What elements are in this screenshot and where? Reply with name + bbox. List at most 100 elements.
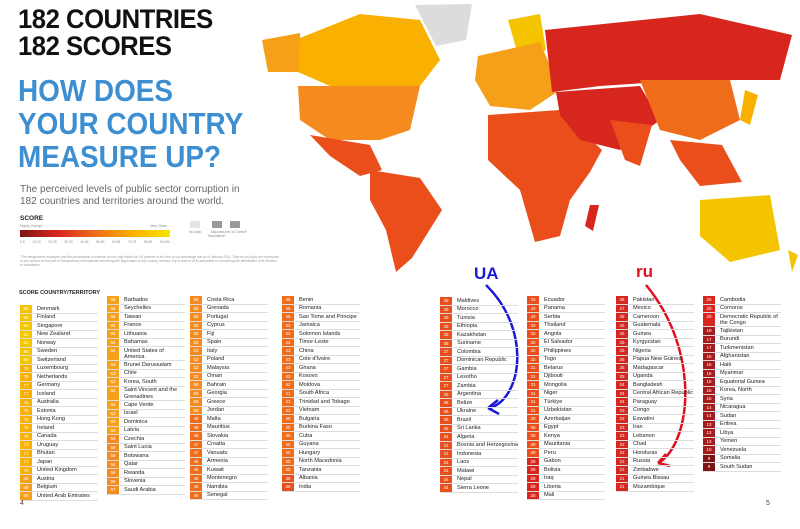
table-row: 76 Ireland — [20, 424, 98, 433]
table-row: 71 Bhutan — [20, 449, 98, 458]
country-name: Kyrgyzstan — [633, 339, 661, 346]
country-name: Ukraine — [457, 408, 477, 415]
score-badge: 57 — [107, 486, 119, 494]
table-row: 40 Burkina Faso — [282, 423, 360, 432]
table-row: 30 Peru — [527, 449, 605, 458]
score-badge: 70 — [20, 466, 32, 474]
country-name: Argentina — [457, 391, 481, 398]
score-badge: 13 — [703, 437, 715, 446]
score-badge: 37 — [440, 356, 452, 364]
table-row: 46 Kuwait — [190, 466, 268, 475]
country-name: Maldives — [457, 297, 480, 304]
score-badge: 28 — [527, 474, 539, 482]
score-badge: 49 — [190, 415, 202, 423]
country-name: Haiti — [720, 361, 732, 368]
table-row: 15 Equatorial Guinea — [703, 378, 781, 387]
country-name: Indonesia — [457, 450, 482, 457]
table-row: 13 Eritrea — [703, 420, 781, 430]
country-name: Trinidad and Tobago — [299, 398, 350, 405]
score-badge: 76 — [20, 424, 32, 432]
table-row: 58 Slovenia — [107, 477, 185, 487]
country-name: Uruguay — [37, 441, 59, 448]
table-row: 35 Brazil — [440, 416, 518, 425]
score-badge: 34 — [440, 458, 452, 466]
country-name: Japan — [37, 458, 53, 465]
country-name: Cape Verde — [124, 401, 154, 408]
ru-text: ru — [636, 262, 653, 281]
table-row: 40 Tanzania — [282, 466, 360, 475]
country-name: Malaysia — [207, 364, 230, 371]
score-badge: 26 — [616, 347, 628, 355]
country-name: Taiwan — [124, 313, 142, 320]
disputed-label: Disputed Boundaries* — [208, 230, 226, 238]
table-row: 22 Russia — [616, 457, 694, 466]
table-row: 34 Malawi — [440, 467, 518, 476]
score-badge: 30 — [527, 423, 539, 431]
country-name: Portugal — [207, 313, 228, 320]
table-row: 57 Saudi Arabia — [107, 486, 185, 495]
score-badge: 26 — [616, 355, 628, 363]
score-badge: 28 — [616, 296, 628, 304]
country-name: Azerbaijan — [544, 415, 571, 422]
score-badge: 62 — [107, 401, 119, 409]
table-row: 80 Switzerland — [20, 356, 98, 365]
score-badge: 25 — [616, 364, 628, 372]
country-name: Singapore — [37, 322, 63, 329]
table-row: 16 Afghanistan — [703, 352, 781, 362]
table-row: 69 United Arab Emirates — [20, 492, 98, 501]
country-name: China — [299, 347, 314, 354]
legend-tick: 50-59 — [96, 240, 105, 244]
country-name: Chad — [633, 441, 647, 448]
table-row: 30 Kenya — [527, 432, 605, 441]
country-name: Angola — [544, 330, 562, 337]
country-name: Korea, North — [720, 387, 752, 394]
table-row: 62 Israel — [107, 409, 185, 419]
legend-high: Very Clean — [150, 224, 168, 228]
score-badge: 71 — [20, 458, 32, 466]
table-row: 28 Pakistan — [616, 296, 694, 305]
no-data-label: No Data — [189, 230, 201, 234]
country-name: Sweden — [37, 348, 58, 355]
score-badge: 40 — [282, 440, 294, 448]
country-name: Germany — [37, 382, 61, 389]
map-greenland — [415, 4, 472, 46]
country-name: Uzbekistan — [544, 407, 572, 414]
country-name: Barbados — [124, 296, 148, 303]
country-name: Chile — [124, 370, 137, 377]
country-name: Dominica — [124, 418, 148, 425]
country-name: Estonia — [37, 407, 56, 414]
table-row: 39 Morocco — [440, 305, 518, 314]
country-name: Mozambique — [633, 483, 666, 490]
table-row: 77 Iceland — [20, 390, 98, 399]
table-row: 62 Cape Verde — [107, 401, 185, 410]
country-name: Russia — [633, 458, 651, 465]
country-name: Seychelles — [124, 305, 152, 312]
table-row: 19 Tajikistan — [703, 327, 781, 336]
score-badge: 39 — [282, 474, 294, 482]
score-badge: 15 — [703, 378, 715, 386]
country-name: Namibia — [207, 483, 228, 490]
table-row: 37 Gambia — [440, 365, 518, 374]
footnote: *The designations employed and the prese… — [20, 255, 279, 267]
table-row: 13 Yemen — [703, 437, 781, 447]
score-badge: 56 — [190, 296, 202, 304]
country-name: Saudi Arabia — [124, 486, 156, 493]
score-badge: 55 — [190, 338, 202, 346]
score-badge: 46 — [190, 466, 202, 474]
table-row: 40 Guyana — [282, 440, 360, 449]
country-name: Costa Rica — [207, 296, 235, 303]
table-row: 23 Lebanon — [616, 432, 694, 441]
table-row: 35 Sri Lanka — [440, 424, 518, 433]
table-row: 9 Somalia — [703, 454, 781, 464]
country-name: United States of America — [124, 347, 164, 360]
table-row: 25 Uganda — [616, 372, 694, 381]
score-badge: 58 — [107, 452, 119, 460]
score-badge: 45 — [282, 304, 294, 312]
headline: 182 COUNTRIES 182 SCORES — [18, 6, 213, 60]
table-row: 48 Mauritius — [190, 423, 268, 432]
country-name: Solomon Islands — [299, 330, 341, 337]
country-name: Thailand — [544, 322, 566, 329]
score-badge: 39 — [282, 483, 294, 491]
table-row: 39 Tunisia — [440, 314, 518, 323]
table-row: 39 Maldives — [440, 297, 518, 306]
